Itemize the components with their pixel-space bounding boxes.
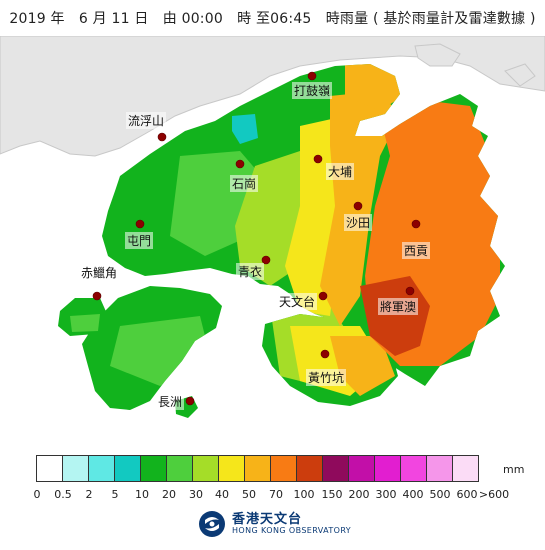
rainfall-map-svg	[0, 36, 545, 448]
place-label: 西貢	[402, 242, 431, 259]
legend-tick: 70	[269, 488, 283, 501]
legend-tick: >600	[478, 488, 510, 501]
place-label: 長洲	[156, 393, 185, 410]
legend-swatch	[192, 455, 219, 482]
legend-unit: mm	[503, 463, 525, 476]
legend-swatch	[88, 455, 115, 482]
legend-tick: 400	[402, 488, 424, 501]
legend-tick: 5	[111, 488, 119, 501]
legend-tick: 150	[321, 488, 343, 501]
legend-swatch	[62, 455, 89, 482]
place-label: 天文台	[277, 293, 318, 310]
legend-tick: 2	[85, 488, 93, 501]
legend-tick: 200	[348, 488, 370, 501]
legend-swatch	[270, 455, 297, 482]
rainfall-map: 打鼓嶺 流浮山 大埔 石崗 屯門 沙田 西貢 青衣 赤鱲角 天文台 將軍澳 黃竹…	[0, 36, 545, 448]
place-label: 赤鱲角	[79, 264, 120, 281]
legend-tick: 500	[429, 488, 451, 501]
place-label: 將軍澳	[378, 298, 419, 315]
legend-swatch	[166, 455, 193, 482]
observatory-logo-icon	[199, 511, 225, 537]
legend-swatch	[218, 455, 245, 482]
place-label: 石崗	[230, 175, 259, 192]
observatory-logo: 香港天文台 HONG KONG OBSERVATORY	[198, 510, 351, 538]
logo-text-zh: 香港天文台	[232, 511, 303, 527]
legend-tick: 100	[293, 488, 315, 501]
place-label: 沙田	[344, 214, 373, 231]
legend-tick: 0.5	[54, 488, 72, 501]
legend-tick: 600	[456, 488, 478, 501]
legend-swatch	[296, 455, 323, 482]
place-label: 流浮山	[126, 112, 167, 129]
legend-swatch	[114, 455, 141, 482]
map-title: 2019 年 6 月 11 日 由 00:00 時 至06:45 時雨量 ( 基…	[9, 11, 536, 27]
legend-swatch	[452, 455, 479, 482]
legend-tick: 30	[189, 488, 203, 501]
legend-ticks: 0 0.5 2 5 10 20 30 40 50 70 100 150 200 …	[0, 488, 545, 504]
legend-swatch	[374, 455, 401, 482]
legend-swatch	[36, 455, 63, 482]
rainfall-legend	[36, 455, 479, 482]
legend-tick: 40	[215, 488, 229, 501]
legend-swatch	[426, 455, 453, 482]
place-label: 屯門	[125, 232, 154, 249]
logo-text-en: HONG KONG OBSERVATORY	[232, 525, 352, 535]
legend-swatch	[244, 455, 271, 482]
legend-swatch	[322, 455, 349, 482]
place-label: 打鼓嶺	[292, 82, 333, 99]
legend-swatch	[348, 455, 375, 482]
legend-tick: 0	[33, 488, 41, 501]
place-label: 青衣	[236, 263, 265, 280]
legend-swatch	[140, 455, 167, 482]
legend-tick: 20	[162, 488, 176, 501]
legend-tick: 10	[135, 488, 149, 501]
legend-tick: 300	[375, 488, 397, 501]
place-label: 黃竹坑	[306, 369, 347, 386]
legend-tick: 50	[242, 488, 256, 501]
place-label: 大埔	[326, 163, 355, 180]
legend-swatch	[400, 455, 427, 482]
